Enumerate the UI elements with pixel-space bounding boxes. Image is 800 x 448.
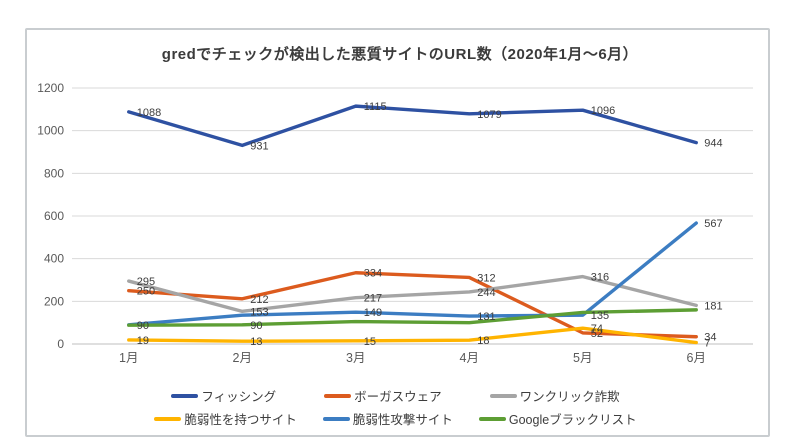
chart-title: gredでチェックが検出した悪質サイトのURL数（2020年1月～6月） [161,46,639,63]
series-line [127,104,698,148]
data-label: 181 [704,300,722,312]
data-label: 217 [364,293,382,305]
data-label: 153 [250,306,268,318]
legend-item: 脆弱性攻撃サイト [322,409,453,428]
data-label: 7 [704,338,710,350]
data-label: 13 [250,336,262,348]
legend-item: 脆弱性を持つサイト [154,409,297,428]
data-label: 312 [477,272,495,284]
data-label: 18 [477,335,489,347]
data-label: 244 [477,287,495,299]
legend-swatch [171,393,199,398]
legend-row-1: フィッシング ボーガスウェア ワンクリック詐欺 [25,386,766,405]
data-label: 931 [250,140,268,152]
x-axis-tick-label: 4月 [460,351,479,365]
legend-swatch [478,416,506,421]
legend-swatch [324,393,352,398]
series-line [127,271,698,339]
legend-label: 脆弱性を持つサイト [184,413,297,427]
data-label: 90 [137,320,149,332]
data-label: 1088 [137,107,161,119]
data-label: 52 [591,328,603,340]
y-axis-tick-label: 600 [44,209,64,223]
y-axis-tick-label: 200 [44,294,64,308]
legend-label: 脆弱性攻撃サイト [352,413,453,427]
legend-swatch [154,416,182,421]
series-line [127,326,698,345]
data-label: 19 [137,335,149,347]
data-label: 131 [477,311,495,323]
data-label: 90 [250,320,262,332]
y-axis-tick-label: 800 [44,166,64,180]
data-label: 149 [364,307,382,319]
x-axis-tick-label: 1月 [119,351,138,365]
legend-label: ボーガスウェア [354,390,442,404]
chart-card [25,28,770,437]
legend-item: フィッシング [171,386,276,405]
legend-item: ワンクリック詐欺 [489,386,620,405]
data-label: 1115 [364,101,387,113]
series-line [127,221,698,327]
data-label: 1096 [591,105,615,117]
legend-swatch [322,416,350,421]
legend-swatch [489,393,517,398]
data-label: 135 [591,310,609,322]
x-axis-tick-label: 5月 [573,351,592,365]
legend-label: フィッシング [201,390,277,404]
legend-item: ボーガスウェア [324,386,442,405]
series-line [127,308,698,327]
data-label: 34 [704,332,716,344]
chart-legend: フィッシング ボーガスウェア ワンクリック詐欺 脆弱性を持つサイト 脆弱性攻撃サイト G… [25,386,766,428]
y-axis-tick-label: 1000 [37,124,64,138]
data-label: 15 [364,336,376,348]
series-line [127,274,698,314]
legend-item: Googleブラックリスト [478,409,637,428]
x-axis-tick-label: 6月 [687,351,706,365]
x-axis-tick-label: 3月 [346,351,365,365]
legend-row-2: 脆弱性を持つサイト 脆弱性攻撃サイト Googleブラックリスト [25,409,766,428]
legend-label: Googleブラックリスト [508,413,637,427]
y-axis-tick-label: 0 [57,337,64,351]
data-label: 316 [591,272,609,284]
y-axis-tick-label: 400 [44,252,64,266]
data-label: 212 [250,294,268,306]
data-label: 567 [704,218,722,230]
data-label: 250 [137,286,155,298]
y-axis-tick-label: 1200 [37,81,64,95]
data-label: 1079 [477,109,501,121]
data-label: 295 [137,276,155,288]
data-label: 334 [364,268,382,280]
x-axis-tick-label: 2月 [233,351,252,365]
data-label: 74 [591,323,603,335]
legend-label: ワンクリック詐欺 [519,390,620,404]
data-label: 944 [704,138,722,150]
